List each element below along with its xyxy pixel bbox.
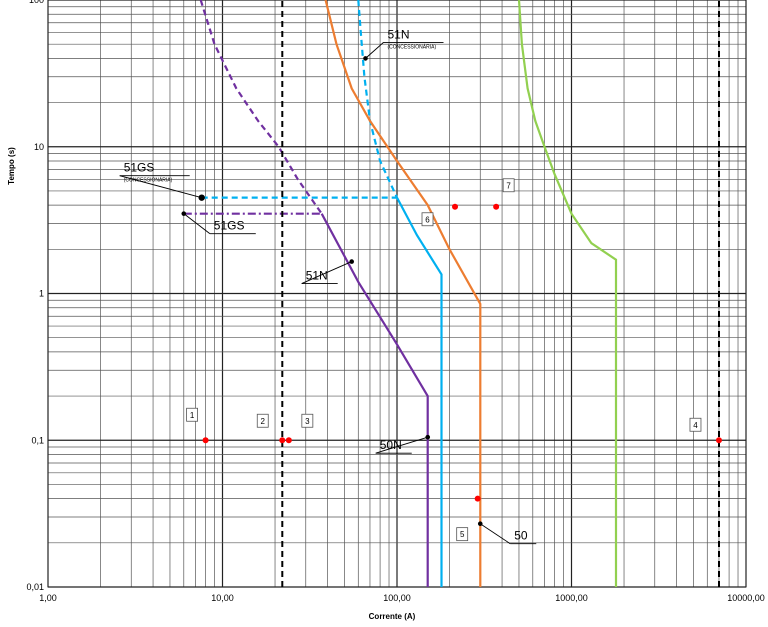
x-tick-label: 10000,00 xyxy=(727,593,765,603)
point-label-box-6 xyxy=(421,212,434,227)
point-label-box-3 xyxy=(301,413,314,428)
grid xyxy=(47,0,747,588)
x-tick-label: 1000,00 xyxy=(555,593,588,603)
series-group xyxy=(183,0,720,587)
red-point-2 xyxy=(279,437,286,444)
annotation-leader xyxy=(183,213,211,235)
y-tick-label: 0,1 xyxy=(31,435,44,445)
annotations-group: 51N (CONCESSIONÁRIA) 51GS (CONCESSIONÁRIA) 5… xyxy=(119,27,537,545)
annotation-label: 50 xyxy=(514,529,528,543)
series-line-6 xyxy=(324,0,482,587)
y-tick-label: 10 xyxy=(34,142,44,152)
series-line-1 xyxy=(320,213,429,587)
annotation-leader xyxy=(480,523,511,545)
x-tick-label: 100,00 xyxy=(383,593,411,603)
series-line-7 xyxy=(517,0,618,587)
annotation-sublabel: (CONCESSIONÁRIA) xyxy=(388,43,437,50)
point-label-7: 7 xyxy=(506,181,511,190)
red-point-7 xyxy=(493,203,500,210)
red-point-1 xyxy=(202,437,209,444)
y-tick-label: 1 xyxy=(39,289,44,299)
red-point-3 xyxy=(285,437,292,444)
y-tick-label: 0,01 xyxy=(26,582,44,592)
annotation-leader xyxy=(119,175,202,199)
red-points-group: 1 2 3 4 5 6 7 xyxy=(186,178,722,542)
annotation-label: 50N xyxy=(380,438,402,452)
annotation-label: 51GS xyxy=(214,219,245,233)
point-label-6: 6 xyxy=(425,215,430,224)
annotation-label: 51GS xyxy=(124,161,155,175)
series-line-0 xyxy=(199,0,323,215)
tick-labels-group: 1,00 10,00 100,00 1000,00 10000,00 100 10 1 0,1 0… xyxy=(26,0,764,603)
point-label-4: 4 xyxy=(693,421,698,430)
annotation-leader xyxy=(365,42,384,59)
point-label-5: 5 xyxy=(460,530,465,539)
annotation-leader xyxy=(301,261,352,284)
plot-border xyxy=(47,0,747,588)
point-label-box-4 xyxy=(689,417,702,432)
point-label-box-2 xyxy=(256,413,269,428)
y-axis-label: Tempo (s) xyxy=(7,147,16,185)
point-label-3: 3 xyxy=(305,417,310,426)
annotation-label: 51N xyxy=(306,269,328,283)
red-point-6 xyxy=(452,203,459,210)
x-axis-label: Corrente (A) xyxy=(369,612,416,621)
x-tick-label: 10,00 xyxy=(211,593,234,603)
point-label-2: 2 xyxy=(261,417,266,426)
annotation-leader xyxy=(375,436,428,454)
red-point-5 xyxy=(474,495,481,502)
point-label-1: 1 xyxy=(190,411,195,420)
y-tick-label: 100 xyxy=(29,0,44,5)
annotation-label: 51N xyxy=(388,27,410,41)
point-label-box-1 xyxy=(186,407,198,422)
point-label-box-5 xyxy=(456,527,469,542)
annotation-point xyxy=(425,434,431,440)
annotation-sublabel: (CONCESSIONÁRIA) xyxy=(124,177,173,184)
series-line-4 xyxy=(396,197,443,587)
x-tick-label: 1,00 xyxy=(39,593,57,603)
point-label-box-7 xyxy=(502,178,515,193)
red-point-4 xyxy=(715,437,722,444)
